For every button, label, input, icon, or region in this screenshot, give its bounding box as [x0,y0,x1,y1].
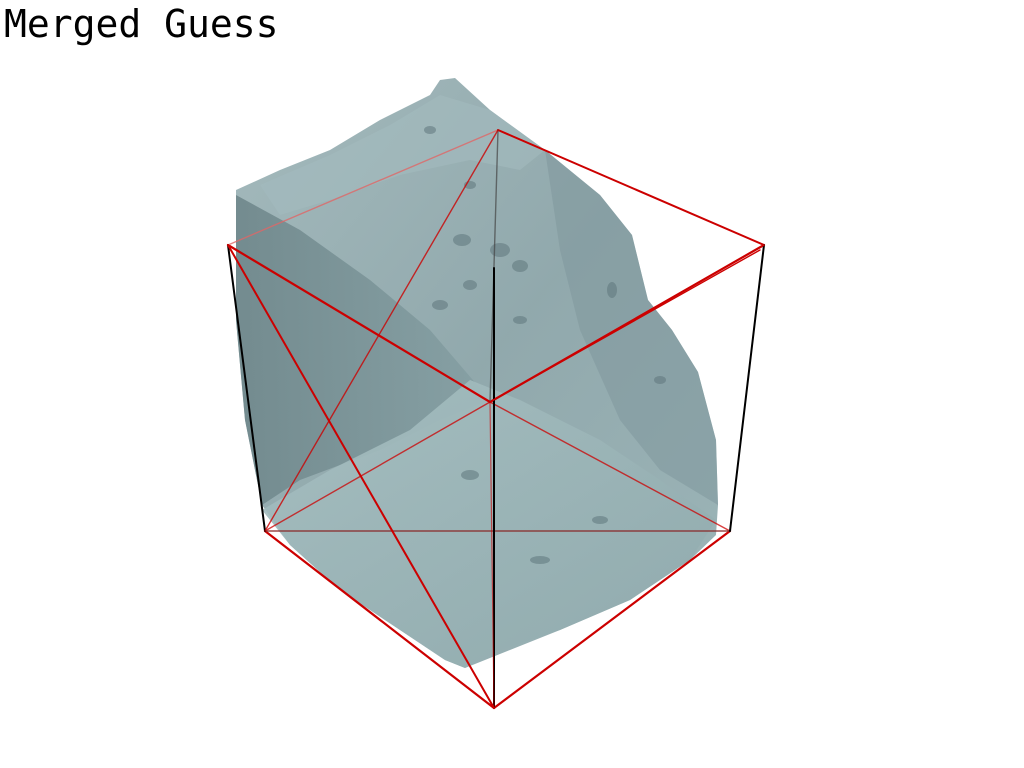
box-edge-vertical-right [729,244,765,532]
box-edge-vertical-left [227,244,266,532]
box-edge-bottom-front-right [492,529,732,710]
box-diag-bottom-face [489,401,495,709]
box-edge-bottom-back-right [489,401,731,532]
mesh-surface [236,78,718,668]
box-edge-top-back-right [497,129,765,246]
box-edge-bottom-front-left [263,529,496,710]
box-diag-top-a [489,129,499,403]
bounding-box-wireframe [226,129,766,710]
box-edge-bottom-back-left [264,401,491,532]
mesh-surface-detail [424,126,666,564]
box-edge-top-back-left [227,129,499,246]
box-diag-left-face-a [227,244,495,709]
mesh-bottom-face [262,380,716,668]
box-diag-right-face [489,244,765,403]
box-edge-top-front-left [226,243,492,404]
mesh-left-face [236,195,490,505]
box-diag-left-face-b [264,129,499,532]
mesh-right-face [545,150,718,505]
view-title: Merged Guess [4,2,279,46]
mesh-top-highlight [260,95,545,215]
